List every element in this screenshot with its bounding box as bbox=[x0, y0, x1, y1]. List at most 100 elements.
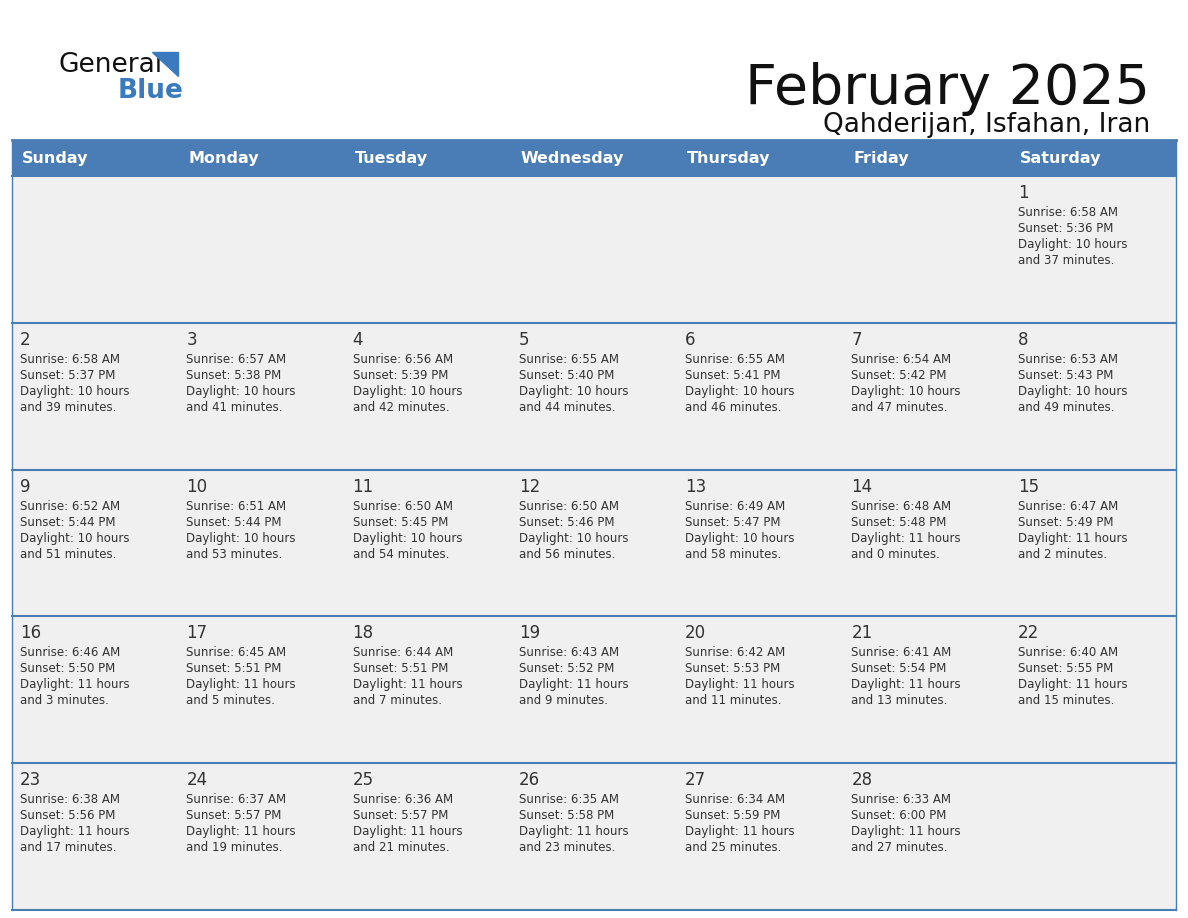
Bar bbox=[12, 616, 1176, 763]
Text: Sunset: 5:57 PM: Sunset: 5:57 PM bbox=[187, 809, 282, 823]
Text: 28: 28 bbox=[852, 771, 872, 789]
Text: Friday: Friday bbox=[853, 151, 909, 165]
Text: Sunrise: 6:56 AM: Sunrise: 6:56 AM bbox=[353, 353, 453, 365]
Text: Daylight: 10 hours: Daylight: 10 hours bbox=[187, 385, 296, 397]
Text: Wednesday: Wednesday bbox=[520, 151, 624, 165]
Text: Sunset: 5:46 PM: Sunset: 5:46 PM bbox=[519, 516, 614, 529]
Text: 26: 26 bbox=[519, 771, 541, 789]
Text: Sunset: 5:44 PM: Sunset: 5:44 PM bbox=[187, 516, 282, 529]
Polygon shape bbox=[152, 52, 178, 76]
Text: Sunset: 5:45 PM: Sunset: 5:45 PM bbox=[353, 516, 448, 529]
Text: Sunset: 5:51 PM: Sunset: 5:51 PM bbox=[353, 663, 448, 676]
Text: Monday: Monday bbox=[188, 151, 259, 165]
Text: Sunrise: 6:44 AM: Sunrise: 6:44 AM bbox=[353, 646, 453, 659]
Text: and 49 minutes.: and 49 minutes. bbox=[1018, 401, 1114, 414]
Text: Daylight: 10 hours: Daylight: 10 hours bbox=[519, 532, 628, 544]
Text: 8: 8 bbox=[1018, 330, 1029, 349]
Text: February 2025: February 2025 bbox=[745, 62, 1150, 116]
Text: and 46 minutes.: and 46 minutes. bbox=[685, 401, 782, 414]
Text: Sunset: 5:42 PM: Sunset: 5:42 PM bbox=[852, 369, 947, 382]
Text: Daylight: 10 hours: Daylight: 10 hours bbox=[685, 385, 795, 397]
Text: Daylight: 11 hours: Daylight: 11 hours bbox=[1018, 678, 1127, 691]
Text: 16: 16 bbox=[20, 624, 42, 643]
Text: Sunset: 5:59 PM: Sunset: 5:59 PM bbox=[685, 809, 781, 823]
Text: Daylight: 10 hours: Daylight: 10 hours bbox=[1018, 238, 1127, 251]
Text: Sunrise: 6:46 AM: Sunrise: 6:46 AM bbox=[20, 646, 120, 659]
Text: Sunrise: 6:52 AM: Sunrise: 6:52 AM bbox=[20, 499, 120, 512]
Text: and 13 minutes.: and 13 minutes. bbox=[852, 694, 948, 708]
Text: Sunset: 5:39 PM: Sunset: 5:39 PM bbox=[353, 369, 448, 382]
Text: and 11 minutes.: and 11 minutes. bbox=[685, 694, 782, 708]
Text: Daylight: 11 hours: Daylight: 11 hours bbox=[852, 678, 961, 691]
Text: and 51 minutes.: and 51 minutes. bbox=[20, 548, 116, 561]
Text: Sunrise: 6:48 AM: Sunrise: 6:48 AM bbox=[852, 499, 952, 512]
Text: Daylight: 11 hours: Daylight: 11 hours bbox=[852, 825, 961, 838]
Text: Sunrise: 6:51 AM: Sunrise: 6:51 AM bbox=[187, 499, 286, 512]
Text: Daylight: 10 hours: Daylight: 10 hours bbox=[353, 385, 462, 397]
Text: and 37 minutes.: and 37 minutes. bbox=[1018, 254, 1114, 267]
Text: Sunset: 5:52 PM: Sunset: 5:52 PM bbox=[519, 663, 614, 676]
Text: Sunrise: 6:45 AM: Sunrise: 6:45 AM bbox=[187, 646, 286, 659]
Text: 4: 4 bbox=[353, 330, 364, 349]
Text: 18: 18 bbox=[353, 624, 374, 643]
Text: General: General bbox=[58, 52, 162, 78]
Text: 6: 6 bbox=[685, 330, 696, 349]
Text: 25: 25 bbox=[353, 771, 374, 789]
Text: 12: 12 bbox=[519, 477, 541, 496]
Text: Sunrise: 6:40 AM: Sunrise: 6:40 AM bbox=[1018, 646, 1118, 659]
Text: Daylight: 11 hours: Daylight: 11 hours bbox=[20, 825, 129, 838]
Text: Sunset: 5:41 PM: Sunset: 5:41 PM bbox=[685, 369, 781, 382]
Text: Sunrise: 6:47 AM: Sunrise: 6:47 AM bbox=[1018, 499, 1118, 512]
Text: Saturday: Saturday bbox=[1019, 151, 1101, 165]
Text: 7: 7 bbox=[852, 330, 862, 349]
Text: 11: 11 bbox=[353, 477, 374, 496]
Bar bbox=[12, 470, 1176, 616]
Text: Sunset: 5:48 PM: Sunset: 5:48 PM bbox=[852, 516, 947, 529]
Text: and 27 minutes.: and 27 minutes. bbox=[852, 841, 948, 855]
Text: Daylight: 11 hours: Daylight: 11 hours bbox=[187, 825, 296, 838]
Text: Sunrise: 6:49 AM: Sunrise: 6:49 AM bbox=[685, 499, 785, 512]
Text: Qahderijan, Isfahan, Iran: Qahderijan, Isfahan, Iran bbox=[823, 112, 1150, 138]
Text: Daylight: 11 hours: Daylight: 11 hours bbox=[852, 532, 961, 544]
Text: Sunset: 5:57 PM: Sunset: 5:57 PM bbox=[353, 809, 448, 823]
Text: 14: 14 bbox=[852, 477, 872, 496]
Text: Daylight: 10 hours: Daylight: 10 hours bbox=[187, 532, 296, 544]
Text: Sunset: 5:38 PM: Sunset: 5:38 PM bbox=[187, 369, 282, 382]
Text: Sunrise: 6:37 AM: Sunrise: 6:37 AM bbox=[187, 793, 286, 806]
Text: Sunset: 5:55 PM: Sunset: 5:55 PM bbox=[1018, 663, 1113, 676]
Text: and 3 minutes.: and 3 minutes. bbox=[20, 694, 109, 708]
Text: Sunset: 5:37 PM: Sunset: 5:37 PM bbox=[20, 369, 115, 382]
Text: Tuesday: Tuesday bbox=[354, 151, 428, 165]
Text: Sunrise: 6:54 AM: Sunrise: 6:54 AM bbox=[852, 353, 952, 365]
Text: 13: 13 bbox=[685, 477, 707, 496]
Text: and 9 minutes.: and 9 minutes. bbox=[519, 694, 608, 708]
Text: Daylight: 11 hours: Daylight: 11 hours bbox=[353, 678, 462, 691]
Text: and 44 minutes.: and 44 minutes. bbox=[519, 401, 615, 414]
Text: Sunrise: 6:43 AM: Sunrise: 6:43 AM bbox=[519, 646, 619, 659]
Text: Sunrise: 6:58 AM: Sunrise: 6:58 AM bbox=[1018, 206, 1118, 219]
Text: Daylight: 10 hours: Daylight: 10 hours bbox=[1018, 385, 1127, 397]
Text: Daylight: 11 hours: Daylight: 11 hours bbox=[685, 678, 795, 691]
Text: and 41 minutes.: and 41 minutes. bbox=[187, 401, 283, 414]
Text: Daylight: 11 hours: Daylight: 11 hours bbox=[187, 678, 296, 691]
Text: Sunrise: 6:57 AM: Sunrise: 6:57 AM bbox=[187, 353, 286, 365]
Text: and 25 minutes.: and 25 minutes. bbox=[685, 841, 782, 855]
Text: Sunset: 5:49 PM: Sunset: 5:49 PM bbox=[1018, 516, 1113, 529]
Text: 15: 15 bbox=[1018, 477, 1038, 496]
Text: Sunrise: 6:55 AM: Sunrise: 6:55 AM bbox=[685, 353, 785, 365]
Text: and 5 minutes.: and 5 minutes. bbox=[187, 694, 276, 708]
Text: 1: 1 bbox=[1018, 184, 1029, 202]
Text: and 0 minutes.: and 0 minutes. bbox=[852, 548, 941, 561]
Text: Sunrise: 6:58 AM: Sunrise: 6:58 AM bbox=[20, 353, 120, 365]
Bar bbox=[12, 323, 1176, 470]
Text: Sunrise: 6:35 AM: Sunrise: 6:35 AM bbox=[519, 793, 619, 806]
Text: 2: 2 bbox=[20, 330, 31, 349]
Text: Sunset: 5:40 PM: Sunset: 5:40 PM bbox=[519, 369, 614, 382]
Text: Sunset: 5:50 PM: Sunset: 5:50 PM bbox=[20, 663, 115, 676]
Bar bbox=[12, 763, 1176, 910]
Bar bbox=[12, 176, 1176, 323]
Text: and 58 minutes.: and 58 minutes. bbox=[685, 548, 782, 561]
Text: Sunset: 5:53 PM: Sunset: 5:53 PM bbox=[685, 663, 781, 676]
Text: Sunset: 5:44 PM: Sunset: 5:44 PM bbox=[20, 516, 115, 529]
Text: Sunrise: 6:34 AM: Sunrise: 6:34 AM bbox=[685, 793, 785, 806]
